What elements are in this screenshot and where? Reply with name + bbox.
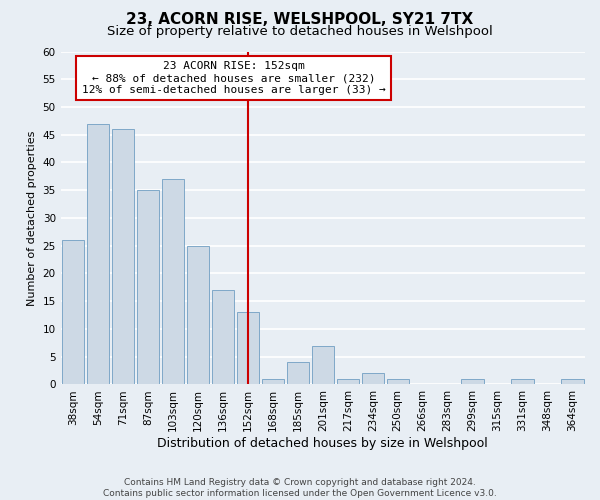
Bar xyxy=(162,179,184,384)
X-axis label: Distribution of detached houses by size in Welshpool: Distribution of detached houses by size … xyxy=(157,437,488,450)
Bar xyxy=(386,379,409,384)
Bar xyxy=(87,124,109,384)
Text: 23, ACORN RISE, WELSHPOOL, SY21 7TX: 23, ACORN RISE, WELSHPOOL, SY21 7TX xyxy=(127,12,473,28)
Bar xyxy=(137,190,159,384)
Text: 23 ACORN RISE: 152sqm
← 88% of detached houses are smaller (232)
12% of semi-det: 23 ACORN RISE: 152sqm ← 88% of detached … xyxy=(82,62,386,94)
Bar xyxy=(561,379,584,384)
Bar xyxy=(311,346,334,385)
Bar xyxy=(337,379,359,384)
Bar xyxy=(262,379,284,384)
Bar xyxy=(236,312,259,384)
Bar xyxy=(287,362,309,384)
Y-axis label: Number of detached properties: Number of detached properties xyxy=(27,130,37,306)
Bar xyxy=(212,290,234,384)
Bar xyxy=(511,379,534,384)
Text: Contains HM Land Registry data © Crown copyright and database right 2024.
Contai: Contains HM Land Registry data © Crown c… xyxy=(103,478,497,498)
Bar xyxy=(112,129,134,384)
Bar xyxy=(187,246,209,384)
Bar xyxy=(461,379,484,384)
Bar xyxy=(62,240,85,384)
Bar xyxy=(362,374,384,384)
Text: Size of property relative to detached houses in Welshpool: Size of property relative to detached ho… xyxy=(107,25,493,38)
